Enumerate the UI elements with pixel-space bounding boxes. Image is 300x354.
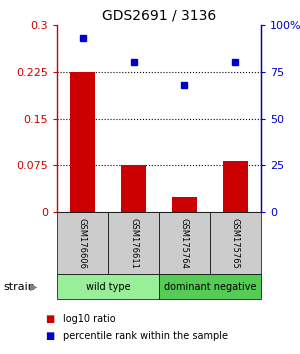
Text: wild type: wild type xyxy=(86,282,130,292)
Title: GDS2691 / 3136: GDS2691 / 3136 xyxy=(102,8,216,22)
Bar xyxy=(121,165,146,212)
Bar xyxy=(172,197,197,212)
Bar xyxy=(223,161,248,212)
Text: percentile rank within the sample: percentile rank within the sample xyxy=(63,331,228,341)
Text: GSM175764: GSM175764 xyxy=(180,218,189,269)
Text: ▶: ▶ xyxy=(30,282,38,292)
Text: ■: ■ xyxy=(45,331,54,341)
Text: GSM176611: GSM176611 xyxy=(129,218,138,269)
Text: dominant negative: dominant negative xyxy=(164,282,256,292)
Text: GSM176606: GSM176606 xyxy=(78,218,87,269)
Bar xyxy=(70,72,95,212)
Text: ■: ■ xyxy=(45,314,54,324)
Text: log10 ratio: log10 ratio xyxy=(63,314,116,324)
Text: GSM175765: GSM175765 xyxy=(231,218,240,269)
Text: strain: strain xyxy=(3,282,35,292)
